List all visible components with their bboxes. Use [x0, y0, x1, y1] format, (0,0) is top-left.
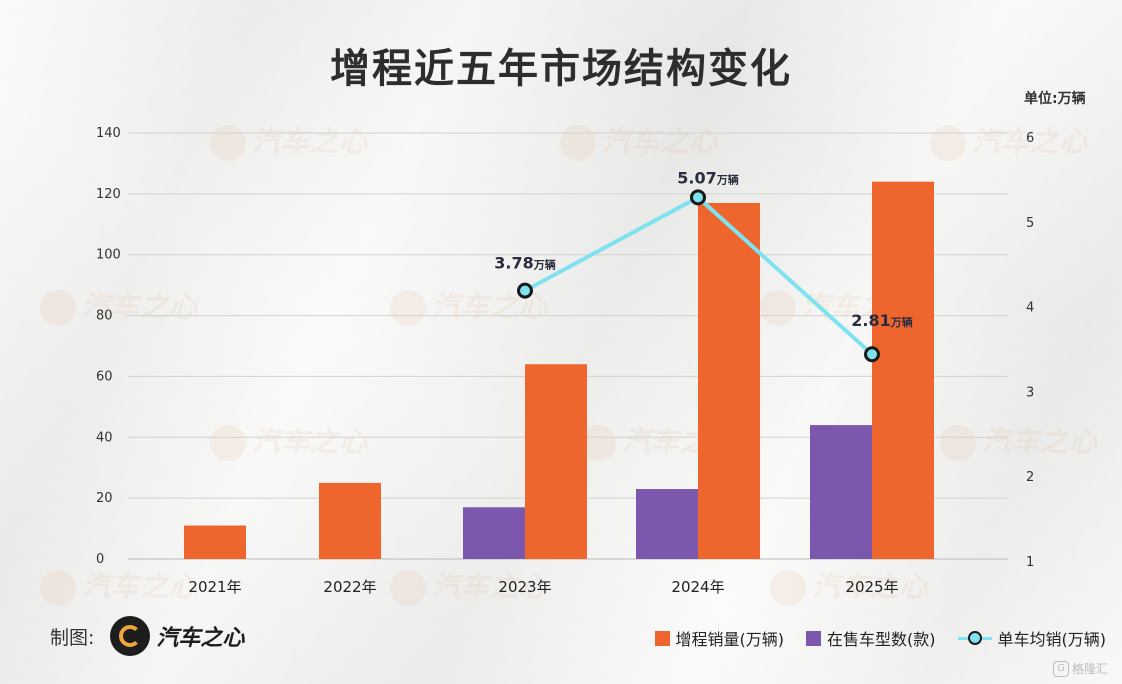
bar-models: [463, 507, 525, 559]
left-tick-label: 140: [96, 126, 121, 141]
watermark: 汽车之心: [390, 565, 548, 606]
x-axis-labels: 2021年 2022年 2023年 2024年 2025年: [188, 578, 898, 596]
watermark: 汽车之心: [210, 420, 368, 461]
watermark: 汽车之心: [560, 120, 718, 161]
chart-legend: 增程销量(万辆) 在售车型数(款) 单车均销(万辆): [633, 626, 1107, 650]
right-y-axis: 1 2 3 4 5 6: [1026, 131, 1034, 570]
credit-brand: 汽车之心: [156, 626, 245, 651]
legend-line-marker-icon: [957, 629, 992, 647]
data-label: 5.07万辆: [677, 168, 738, 187]
line-point: [690, 189, 706, 206]
gelonghui-icon: G: [1052, 660, 1069, 677]
right-tick-label: 5: [1026, 216, 1034, 231]
corner-watermark-text: 格隆汇: [1071, 662, 1108, 676]
bar-sales: [184, 525, 246, 559]
brand-logo-icon: [110, 616, 151, 656]
line-point: [517, 282, 533, 299]
watermark: 汽车之心: [390, 285, 548, 326]
legend-item-models: 在售车型数(款): [806, 626, 936, 650]
bar-sales: [319, 482, 381, 559]
legend-item-avg: 单车均销(万辆): [957, 626, 1107, 650]
bars: [184, 181, 934, 559]
legend-label-avg: 单车均销(万辆): [997, 630, 1107, 649]
bar-models: [810, 425, 872, 559]
x-tick-label: 2021年: [188, 578, 241, 596]
credit-label: 制图:: [50, 626, 95, 649]
watermark: 汽车之心: [210, 120, 368, 161]
credit: 制图: 汽车之心: [50, 616, 244, 656]
left-tick-label: 0: [96, 552, 104, 567]
right-tick-label: 3: [1026, 385, 1034, 400]
left-tick-label: 20: [96, 491, 113, 506]
data-label: 3.78万辆: [494, 254, 555, 273]
watermark: 汽车之心: [40, 285, 198, 326]
right-tick-label: 4: [1026, 301, 1034, 316]
bar-sales: [698, 202, 760, 559]
bar-sales: [525, 364, 587, 559]
left-tick-label: 100: [96, 248, 121, 263]
x-tick-label: 2022年: [323, 578, 376, 596]
bar-models: [636, 489, 698, 559]
watermark: 汽车之心: [40, 565, 198, 606]
left-tick-label: 120: [96, 187, 121, 202]
legend-label-models: 在售车型数(款): [827, 630, 936, 649]
x-tick-label: 2025年: [845, 578, 898, 596]
x-tick-label: 2023年: [498, 578, 551, 596]
corner-watermark: G 格隆汇: [1052, 660, 1108, 677]
left-tick-label: 40: [96, 430, 113, 445]
right-tick-label: 1: [1026, 555, 1034, 570]
unit-label: 单位:万辆: [1024, 91, 1086, 107]
chart-title: 增程近五年市场结构变化: [330, 46, 792, 92]
average-sales-line: [517, 189, 880, 363]
left-y-axis: 0 20 40 60 80 100 120 140: [96, 126, 121, 567]
left-tick-label: 80: [96, 309, 113, 324]
legend-swatch-purple: [806, 630, 821, 646]
right-tick-label: 6: [1026, 131, 1034, 146]
left-tick-label: 60: [96, 369, 113, 384]
watermark: 汽车之心: [770, 565, 928, 606]
legend-swatch-orange: [654, 630, 670, 646]
x-tick-label: 2024年: [671, 578, 724, 596]
line-point: [864, 346, 880, 363]
bar-sales: [872, 181, 934, 559]
watermark: 汽车之心: [930, 120, 1088, 161]
legend-label-sales: 增程销量(万辆): [675, 630, 785, 649]
right-tick-label: 2: [1026, 470, 1034, 485]
data-annotations: 3.78万辆 5.07万辆 2.81万辆: [494, 168, 912, 330]
legend-item-sales: 增程销量(万辆): [654, 626, 785, 650]
watermark: 汽车之心: [940, 420, 1098, 461]
data-label: 2.81万辆: [851, 311, 912, 330]
